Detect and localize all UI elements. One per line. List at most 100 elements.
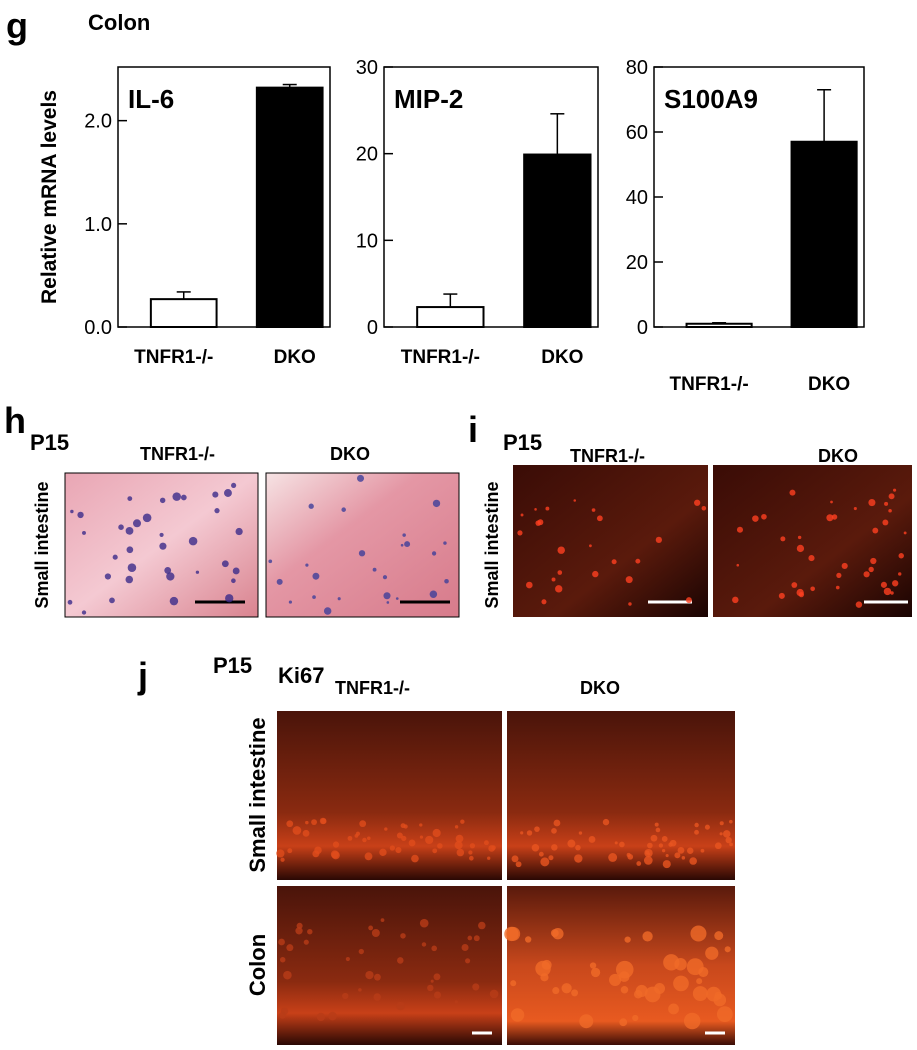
texture: [797, 535, 802, 540]
texture: [443, 541, 447, 545]
texture: [628, 602, 632, 606]
texture: [235, 527, 243, 536]
texture: [663, 954, 680, 971]
texture: [780, 536, 786, 542]
bar: [790, 140, 858, 328]
texture: [395, 846, 402, 854]
texture: [723, 830, 731, 838]
texture: [870, 557, 877, 565]
x-tick-label: DKO: [274, 347, 316, 368]
texture: [419, 823, 423, 827]
texture: [506, 926, 521, 941]
row-label: Colon: [245, 934, 270, 996]
y-tick-label: 10: [356, 230, 378, 252]
texture: [736, 563, 740, 567]
texture: [791, 582, 798, 588]
texture: [337, 597, 341, 601]
column-label: TNFR1-/-: [335, 678, 410, 698]
texture: [841, 562, 848, 570]
texture: [421, 942, 427, 947]
texture: [561, 983, 572, 994]
texture: [305, 563, 309, 567]
x-tick-label: TNFR1-/-: [670, 374, 749, 395]
texture: [81, 610, 87, 615]
texture: [341, 507, 346, 512]
texture: [557, 570, 563, 575]
texture: [808, 555, 815, 562]
texture: [427, 984, 434, 992]
texture: [553, 819, 561, 827]
texture: [541, 599, 547, 605]
texture: [472, 983, 480, 991]
texture: [478, 921, 486, 930]
texture: [654, 983, 666, 994]
texture: [395, 597, 399, 600]
texture: [358, 948, 364, 955]
y-tick-label: 0: [637, 317, 648, 339]
micrograph: [277, 886, 502, 1045]
texture: [589, 962, 597, 969]
texture: [673, 975, 689, 992]
bar: [523, 153, 592, 328]
panel-title: Colon: [88, 10, 150, 35]
column-label: DKO: [818, 446, 858, 466]
texture: [82, 530, 86, 535]
texture: [460, 819, 465, 824]
texture: [125, 526, 134, 535]
texture: [655, 827, 661, 833]
y-tick-label: 20: [626, 252, 648, 274]
texture: [431, 551, 437, 556]
texture: [214, 508, 220, 514]
texture: [714, 842, 722, 850]
texture: [431, 945, 438, 952]
texture: [280, 857, 285, 862]
texture: [312, 595, 316, 599]
texture: [662, 849, 666, 853]
texture: [729, 842, 733, 847]
texture: [578, 831, 583, 835]
texture: [432, 499, 441, 508]
texture: [286, 820, 294, 828]
row-label: Small intestine: [245, 717, 270, 872]
texture: [619, 841, 625, 848]
texture: [538, 851, 544, 857]
panel-label: h: [4, 400, 26, 441]
texture: [882, 519, 889, 526]
texture: [276, 578, 283, 585]
texture: [591, 508, 596, 512]
texture: [655, 536, 662, 543]
texture: [224, 489, 232, 497]
texture: [402, 533, 406, 537]
texture: [701, 505, 707, 511]
texture: [319, 817, 327, 825]
x-tick-label: DKO: [541, 347, 583, 368]
texture: [195, 570, 200, 574]
plot-frame: [117, 66, 331, 328]
texture: [278, 938, 285, 946]
texture: [212, 491, 219, 498]
texture: [302, 829, 310, 837]
row-label: Small intestine: [32, 481, 52, 608]
texture: [686, 847, 694, 854]
texture: [408, 839, 416, 847]
texture: [714, 931, 724, 941]
texture: [288, 600, 292, 604]
texture: [668, 1003, 679, 1015]
texture: [384, 827, 388, 831]
texture: [716, 1006, 733, 1023]
texture: [396, 1001, 405, 1011]
texture: [316, 1012, 326, 1022]
texture: [331, 851, 340, 860]
texture: [307, 928, 313, 935]
texture: [109, 597, 115, 604]
texture: [67, 599, 73, 605]
stage: P15: [503, 430, 542, 455]
texture: [796, 544, 805, 553]
texture: [654, 822, 659, 827]
texture: [724, 946, 731, 953]
texture: [831, 514, 838, 520]
texture: [826, 514, 834, 522]
texture: [627, 854, 634, 860]
texture: [798, 591, 805, 598]
